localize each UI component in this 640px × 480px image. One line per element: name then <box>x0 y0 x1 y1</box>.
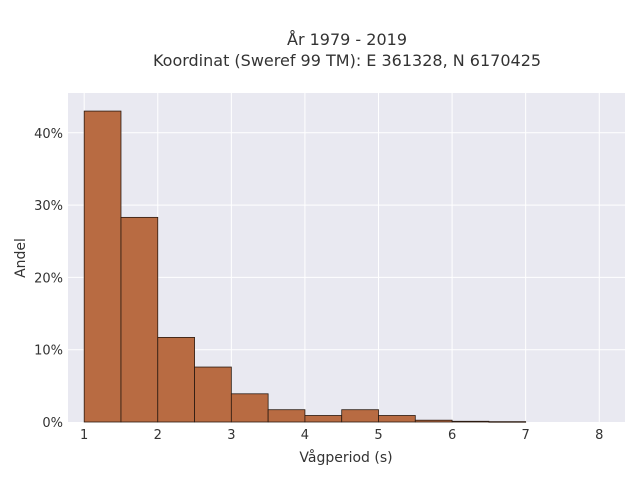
x-tick-label: 4 <box>301 428 309 443</box>
tick-labels: 1 2 3 4 5 6 7 8 0% 10% 20% 30% 40% <box>34 127 603 443</box>
x-tick-label: 1 <box>80 428 88 443</box>
x-tick-label: 2 <box>154 428 162 443</box>
histogram-bar <box>451 420 490 423</box>
x-tick-label: 5 <box>374 428 382 443</box>
x-tick-label: 7 <box>522 428 530 443</box>
histogram-bar <box>267 409 306 423</box>
x-tick-label: 6 <box>448 428 456 443</box>
x-tick-label: 3 <box>227 428 235 443</box>
histogram-bar <box>341 409 379 423</box>
chart-title: År 1979 - 2019 <box>287 30 407 49</box>
histogram-bar <box>194 366 232 423</box>
y-tick-label: 40% <box>34 127 63 142</box>
x-tick-label: 8 <box>595 428 603 443</box>
histogram-bar <box>488 421 527 423</box>
histogram-bar <box>83 110 122 423</box>
y-tick-label: 10% <box>34 344 63 359</box>
x-axis-label: Vågperiod (s) <box>299 449 392 466</box>
y-tick-label: 20% <box>34 271 63 286</box>
chart-subtitle: Koordinat (Sweref 99 TM): E 361328, N 61… <box>153 51 541 70</box>
histogram-bar <box>120 216 159 423</box>
histogram-bar <box>414 419 453 423</box>
bars <box>83 110 527 423</box>
y-axis-label: Andel <box>13 238 29 278</box>
histogram-bar <box>378 415 416 423</box>
y-tick-label: 30% <box>34 199 63 214</box>
histogram-bar <box>304 415 343 423</box>
histogram-bar <box>230 393 269 423</box>
y-tick-label: 0% <box>42 416 63 431</box>
histogram-bar <box>157 336 195 423</box>
